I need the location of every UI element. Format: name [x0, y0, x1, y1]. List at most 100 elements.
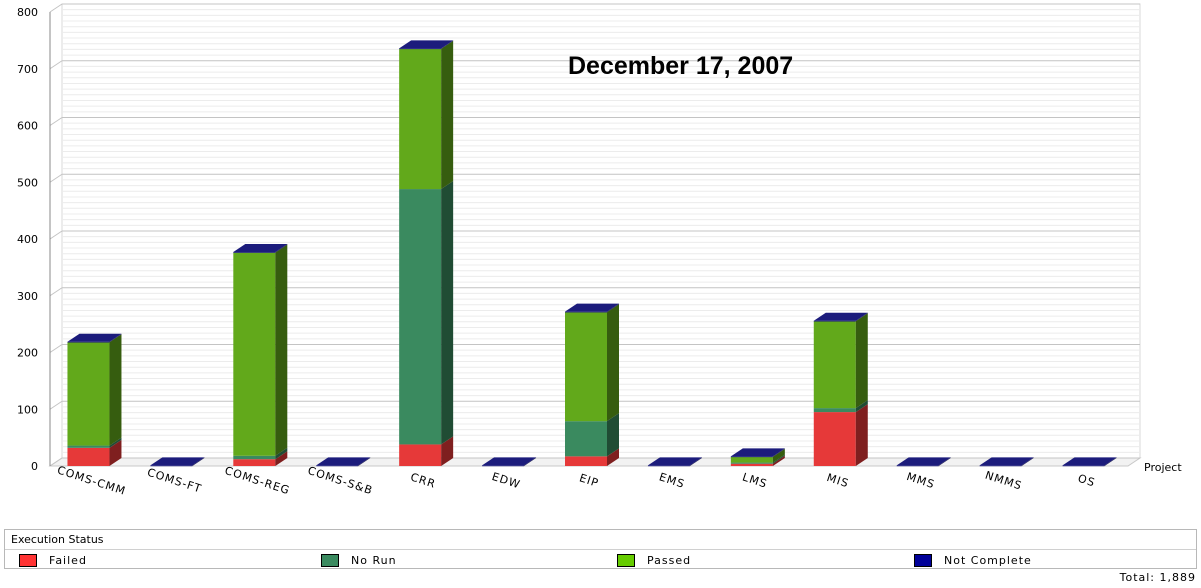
- x-tick-label: EDW: [490, 470, 522, 491]
- segment-failed-eip-front: [565, 456, 607, 466]
- gridline-wall: [49, 457, 63, 467]
- y-tick-label: 100: [17, 403, 38, 416]
- y-tick-label: 200: [17, 347, 38, 360]
- bar-crr: [399, 40, 454, 466]
- segment-not-complete-coms-sandb-side: [358, 457, 371, 466]
- segment-failed-coms-reg-front: [233, 459, 276, 466]
- x-tick-label: MIS: [825, 471, 851, 490]
- segment-passed-lms-side: [772, 448, 785, 463]
- segment-not-complete-lms-side: [772, 448, 785, 457]
- segment-failed-lms-side: [772, 455, 785, 466]
- segment-not-complete-coms-cmm-front: [67, 341, 110, 343]
- legend-swatch-not-complete: [914, 553, 932, 567]
- y-tick-label: 600: [17, 120, 38, 133]
- x-tick-label: EIP: [578, 471, 601, 489]
- segment-not-complete-mms-front: [896, 465, 939, 467]
- bar-mms: [896, 457, 951, 467]
- bar-cap-nmms: [979, 457, 1034, 466]
- segment-not-complete-edw-side: [524, 457, 537, 466]
- segment-passed-coms-cmm-side: [109, 334, 122, 446]
- bar-edw: [482, 457, 537, 467]
- segment-no-run-coms-cmm-front: [67, 445, 110, 448]
- segment-passed-crr-front: [399, 48, 442, 190]
- segment-passed-mis-front: [813, 321, 856, 409]
- bars: [67, 40, 1117, 467]
- x-tick-labels: COMS-CMM COMS-FT COMS-REG COMS-S&B CRR EDW EIP…: [56, 463, 1097, 497]
- legend-swatch-no-run: [321, 553, 339, 567]
- x-tick-label: EMS: [657, 470, 686, 491]
- bar-cap-mms: [896, 457, 951, 466]
- segment-no-run-coms-cmm-side: [109, 437, 122, 448]
- y-tick-label: 700: [17, 63, 38, 76]
- legend-title: Execution Status: [11, 533, 104, 546]
- y-tick-labels: 0 100 200 300 400 500 600 700 800: [17, 6, 38, 473]
- segment-not-complete-ems-side: [689, 457, 702, 466]
- bar-cap-coms-ft: [150, 457, 205, 466]
- bar-cap-coms-sandb: [316, 457, 371, 466]
- segment-not-complete-mms-side: [938, 457, 951, 466]
- segment-not-complete-coms-ft-side: [192, 457, 205, 466]
- segment-failed-coms-reg-side: [275, 451, 288, 466]
- bar-cap-edw: [482, 457, 537, 466]
- segment-not-complete-crr-front: [399, 48, 442, 50]
- segment-not-complete-coms-reg-front: [233, 252, 276, 253]
- legend-label-failed: Failed: [49, 553, 87, 567]
- segment-no-run-lms-side: [772, 454, 785, 464]
- x-tick-label: MMS: [905, 470, 937, 491]
- gridline-wall: [49, 230, 63, 240]
- segment-not-complete-lms-front: [730, 456, 773, 458]
- segment-not-complete-nmms-side: [1021, 457, 1034, 466]
- bar-lms: [730, 448, 785, 466]
- bar-mis: [813, 312, 868, 466]
- segment-not-complete-mis-front: [813, 320, 856, 322]
- segment-no-run-coms-reg-side: [275, 447, 288, 460]
- segment-no-run-mis-side: [855, 400, 868, 413]
- bar-cap-lms: [730, 448, 785, 457]
- bar-cap-coms-reg: [233, 244, 288, 253]
- legend-divider: [5, 549, 1196, 550]
- segment-failed-crr-front: [399, 444, 442, 466]
- bar-cap-ems: [647, 457, 702, 466]
- segment-not-complete-eip-front: [565, 311, 607, 313]
- segment-failed-coms-cmm-front: [67, 447, 110, 466]
- segment-not-complete-os-side: [1104, 457, 1117, 466]
- segment-passed-mis-side: [855, 313, 868, 409]
- y-tick-label: 500: [17, 176, 38, 189]
- segment-not-complete-coms-cmm-side: [109, 333, 122, 343]
- segment-no-run-coms-reg-front: [233, 455, 276, 460]
- legend-label-passed: Passed: [647, 553, 692, 567]
- segment-no-run-mis-front: [813, 408, 856, 413]
- segment-not-complete-coms-sandb-front: [316, 465, 359, 467]
- legend-swatch-passed: [617, 553, 635, 567]
- gridline-wall: [49, 3, 63, 13]
- segment-passed-coms-reg-side: [275, 244, 288, 456]
- x-tick-label: COMS-CMM: [56, 463, 128, 497]
- legend-swatch-failed: [19, 553, 37, 567]
- bar-cap-os: [1062, 457, 1117, 466]
- bar-ems: [647, 457, 702, 467]
- x-tick-label: COMS-S&B: [306, 464, 375, 497]
- legend-label-not-complete: Not Complete: [944, 553, 1032, 567]
- segment-no-run-crr-side: [441, 181, 454, 445]
- bar-coms-cmm: [67, 333, 122, 466]
- gridline-wall: [49, 287, 63, 297]
- y-tick-label: 400: [17, 233, 38, 246]
- segment-not-complete-coms-ft-front: [150, 465, 193, 467]
- segment-not-complete-crr-side: [441, 40, 454, 49]
- bar-cap-mis: [813, 312, 868, 321]
- bar-eip: [565, 303, 619, 466]
- gridline-wall: [49, 173, 63, 183]
- legend-label-no-run: No Run: [351, 553, 397, 567]
- segment-no-run-eip-side: [607, 413, 619, 457]
- segment-failed-crr-side: [441, 436, 454, 466]
- legend: Execution Status Failed No Run Passed No…: [4, 529, 1197, 569]
- segment-failed-lms-front: [730, 463, 773, 466]
- segment-failed-coms-cmm-side: [109, 439, 122, 466]
- x-tick-label: OS: [1076, 472, 1097, 490]
- legend-item-failed: Failed: [19, 552, 87, 568]
- segment-failed-eip-side: [607, 448, 619, 466]
- y-tick-label: 300: [17, 290, 38, 303]
- legend-item-no-run: No Run: [321, 552, 397, 568]
- bar-os: [1062, 457, 1117, 467]
